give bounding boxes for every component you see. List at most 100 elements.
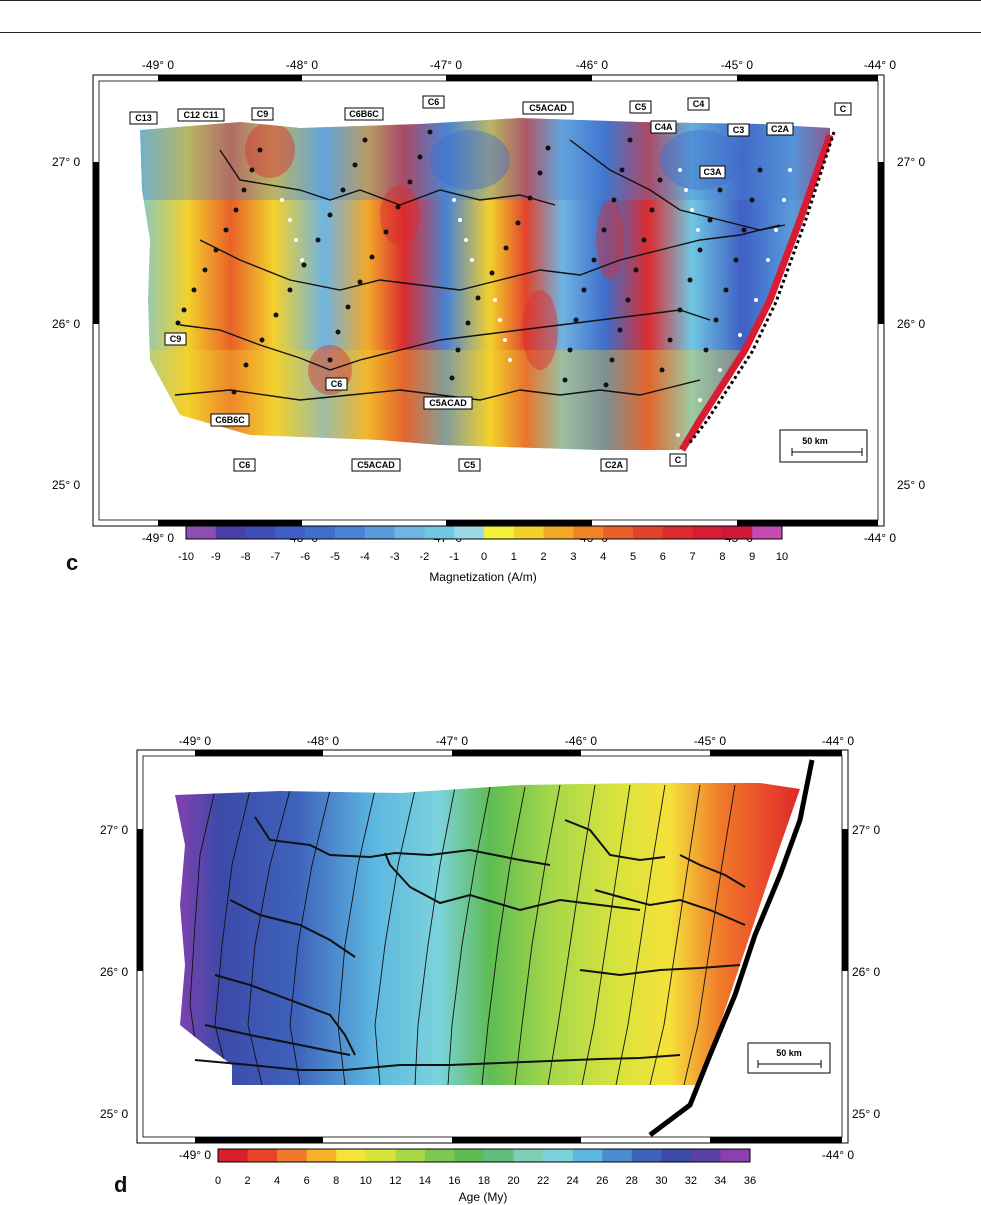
label-bottom-c6: C6 — [233, 458, 256, 472]
colorbar-swatch — [752, 526, 783, 539]
d-lat-left-1: 26° 0 — [100, 965, 128, 979]
colorbar-swatch — [424, 1149, 455, 1162]
label-inner-c6b6c-text: C6B6C — [215, 415, 245, 425]
colorbar-swatch — [602, 1149, 633, 1162]
colorbar-tick-label: 4 — [600, 551, 606, 563]
label-c4: C4 — [687, 97, 710, 111]
colorbar-swatch — [484, 1149, 515, 1162]
colorbar-tick-label: 16 — [448, 1175, 460, 1187]
colorbar-swatch — [364, 526, 396, 539]
label-c3-text: C3 — [733, 125, 745, 135]
colorbar-swatch — [661, 1149, 692, 1162]
colorbar-tick-label: 4 — [274, 1175, 280, 1187]
colorbar-tick-label: 32 — [685, 1175, 697, 1187]
c-lon-top-4: -45° 0 — [721, 58, 753, 72]
label-c4a-text: C4A — [654, 122, 673, 132]
label-inner-c5acad-text: C5ACAD — [429, 398, 467, 408]
colorbar-tick-label: 7 — [690, 551, 696, 563]
panel-c-frame-bars — [93, 75, 884, 526]
panel-d-scalebar: 50 km — [747, 1042, 831, 1074]
colorbar-tick-label: 3 — [570, 551, 576, 563]
colorbar-tick-label: -8 — [241, 551, 251, 563]
colorbar-tick-label: 8 — [719, 551, 725, 563]
d-lon-top-5: -44° 0 — [822, 734, 854, 748]
colorbar-tick-label: 30 — [655, 1175, 667, 1187]
label-bottom-c5: C5 — [458, 458, 481, 472]
d-lat-right-0: 27° 0 — [852, 823, 880, 837]
c-lat-right-1: 26° 0 — [897, 317, 925, 331]
colorbar-tick-label: 22 — [537, 1175, 549, 1187]
colorbar-tick-label: 8 — [333, 1175, 339, 1187]
colorbar-tick-label: 36 — [744, 1175, 756, 1187]
colorbar-tick-label: 6 — [660, 551, 666, 563]
d-lat-right-2: 25° 0 — [852, 1107, 880, 1121]
colorbar-tick-label: 9 — [749, 551, 755, 563]
colorbar-tick-label: -1 — [449, 551, 459, 563]
label-c4-text: C4 — [693, 99, 705, 109]
colorbar-tick-label: 34 — [714, 1175, 726, 1187]
colorbar-tick-label: 20 — [507, 1175, 519, 1187]
label-c6-text: C6 — [428, 97, 440, 107]
panel-d-map: 50 km -49° 0 -48° 0 -47° 0 -46° 0 -45° 0… — [100, 734, 880, 1204]
d-lon-bot-0: -49° 0 — [179, 1148, 211, 1162]
label-c-top-text: C — [840, 104, 847, 114]
colorbar-swatch — [215, 526, 247, 539]
label-inner-c5acad: C5ACAD — [423, 396, 473, 410]
d-lon-top-4: -45° 0 — [694, 734, 726, 748]
label-inner-c9-text: C9 — [170, 334, 182, 344]
d-lon-top-0: -49° 0 — [179, 734, 211, 748]
label-c12c11-text: C12 C11 — [183, 110, 218, 120]
c-lon-bot-5: -44° 0 — [864, 531, 896, 545]
colorbar-swatch — [513, 1149, 544, 1162]
label-bottom-c2a-text: C2A — [605, 460, 624, 470]
colorbar-tick-label: 2 — [541, 551, 547, 563]
label-bottom-c5acad-text: C5ACAD — [357, 460, 395, 470]
panel-d-colorbar-label: Age (My) — [459, 1190, 508, 1204]
panel-c-scalebar-label: 50 km — [802, 436, 828, 446]
colorbar-tick-label: -9 — [211, 551, 221, 563]
colorbar-tick-label: 2 — [244, 1175, 250, 1187]
label-bottom-c5-text: C5 — [464, 460, 476, 470]
colorbar-swatch — [245, 526, 276, 539]
colorbar-swatch — [572, 1149, 603, 1162]
label-inner-c6b6c: C6B6C — [210, 413, 250, 427]
colorbar-swatch — [631, 1149, 662, 1162]
label-bottom-c6-text: C6 — [239, 460, 251, 470]
label-c6b6c-text: C6B6C — [349, 109, 379, 119]
label-c9: C9 — [251, 107, 274, 121]
label-c12c11: C12 C11 — [177, 108, 225, 122]
colorbar-tick-label: -7 — [271, 551, 281, 563]
colorbar-swatch — [424, 526, 455, 539]
label-c5: C5 — [629, 100, 652, 114]
colorbar-tick-label: 5 — [630, 551, 636, 563]
colorbar-swatch — [247, 1149, 278, 1162]
colorbar-tick-label: 28 — [626, 1175, 638, 1187]
label-c3a-text: C3A — [703, 167, 722, 177]
c-lat-right-0: 27° 0 — [897, 155, 925, 169]
label-c4a: C4A — [650, 120, 677, 134]
label-inner-c9: C9 — [164, 332, 187, 346]
label-c3a: C3A — [699, 165, 726, 179]
d-lat-right-1: 26° 0 — [852, 965, 880, 979]
colorbar-swatch — [335, 526, 366, 539]
colorbar-swatch — [305, 526, 336, 539]
colorbar-tick-label: 24 — [567, 1175, 579, 1187]
label-c2a-text: C2A — [771, 124, 790, 134]
d-lon-top-2: -47° 0 — [436, 734, 468, 748]
c-lon-top-0: -49° 0 — [142, 58, 174, 72]
label-c9-text: C9 — [257, 109, 269, 119]
panel-d-frame-bars — [137, 750, 848, 1143]
label-c-top: C — [834, 102, 852, 116]
colorbar-tick-label: -10 — [178, 551, 194, 563]
colorbar-tick-label: -3 — [390, 551, 400, 563]
colorbar-swatch — [573, 526, 604, 539]
panel-d-letter: d — [114, 1172, 128, 1197]
colorbar-swatch — [692, 526, 723, 539]
label-c6: C6 — [422, 95, 445, 109]
colorbar-tick-label: 14 — [419, 1175, 431, 1187]
colorbar-swatch — [662, 526, 694, 539]
colorbar-tick-label: 26 — [596, 1175, 608, 1187]
colorbar-swatch — [543, 526, 574, 539]
label-c13-text: C13 — [135, 113, 152, 123]
colorbar-swatch — [633, 526, 664, 539]
